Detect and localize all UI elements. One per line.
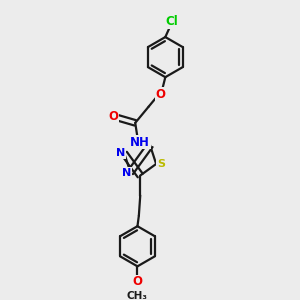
Text: O: O [108, 110, 118, 123]
Text: NH: NH [130, 136, 150, 148]
Text: O: O [156, 88, 166, 101]
Text: CH₃: CH₃ [127, 291, 148, 300]
Text: O: O [132, 275, 142, 288]
Text: N: N [116, 148, 125, 158]
Text: N: N [122, 168, 131, 178]
Text: S: S [157, 159, 165, 169]
Text: Cl: Cl [165, 15, 178, 28]
